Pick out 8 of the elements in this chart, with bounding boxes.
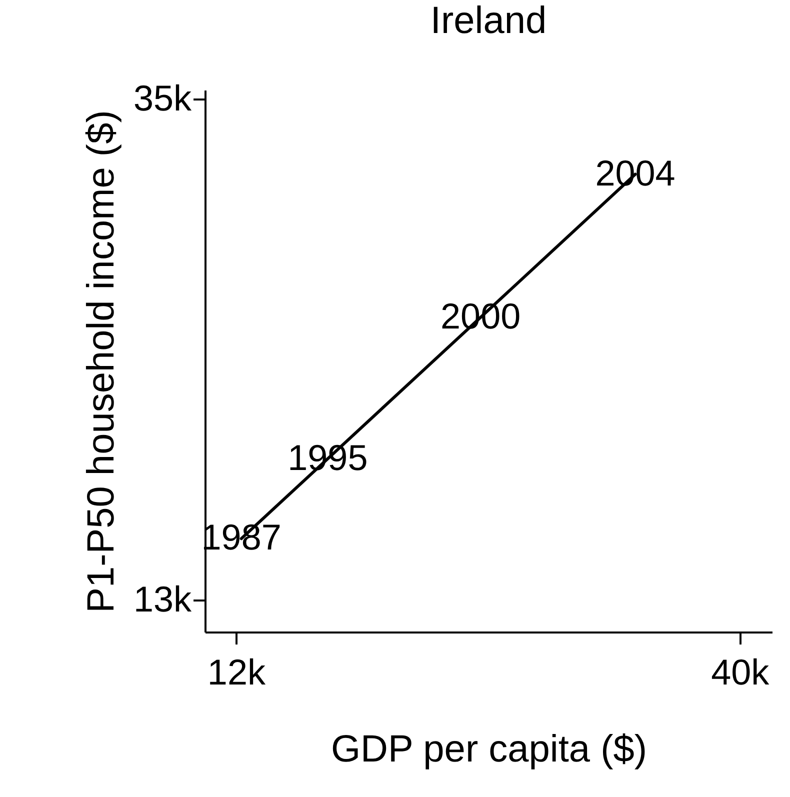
y-axis-title: P1-P50 household income ($) [80, 110, 122, 613]
annotation: 2004 [595, 152, 676, 194]
chart-title: Ireland [430, 0, 547, 42]
y-tick-label: 13k [133, 578, 192, 620]
x-axis-title: GDP per capita ($) [330, 728, 648, 770]
x-tick-label: 40k [711, 652, 770, 692]
x-tick-label: 12k [207, 652, 266, 692]
y-tick-label: 35k [133, 78, 192, 119]
